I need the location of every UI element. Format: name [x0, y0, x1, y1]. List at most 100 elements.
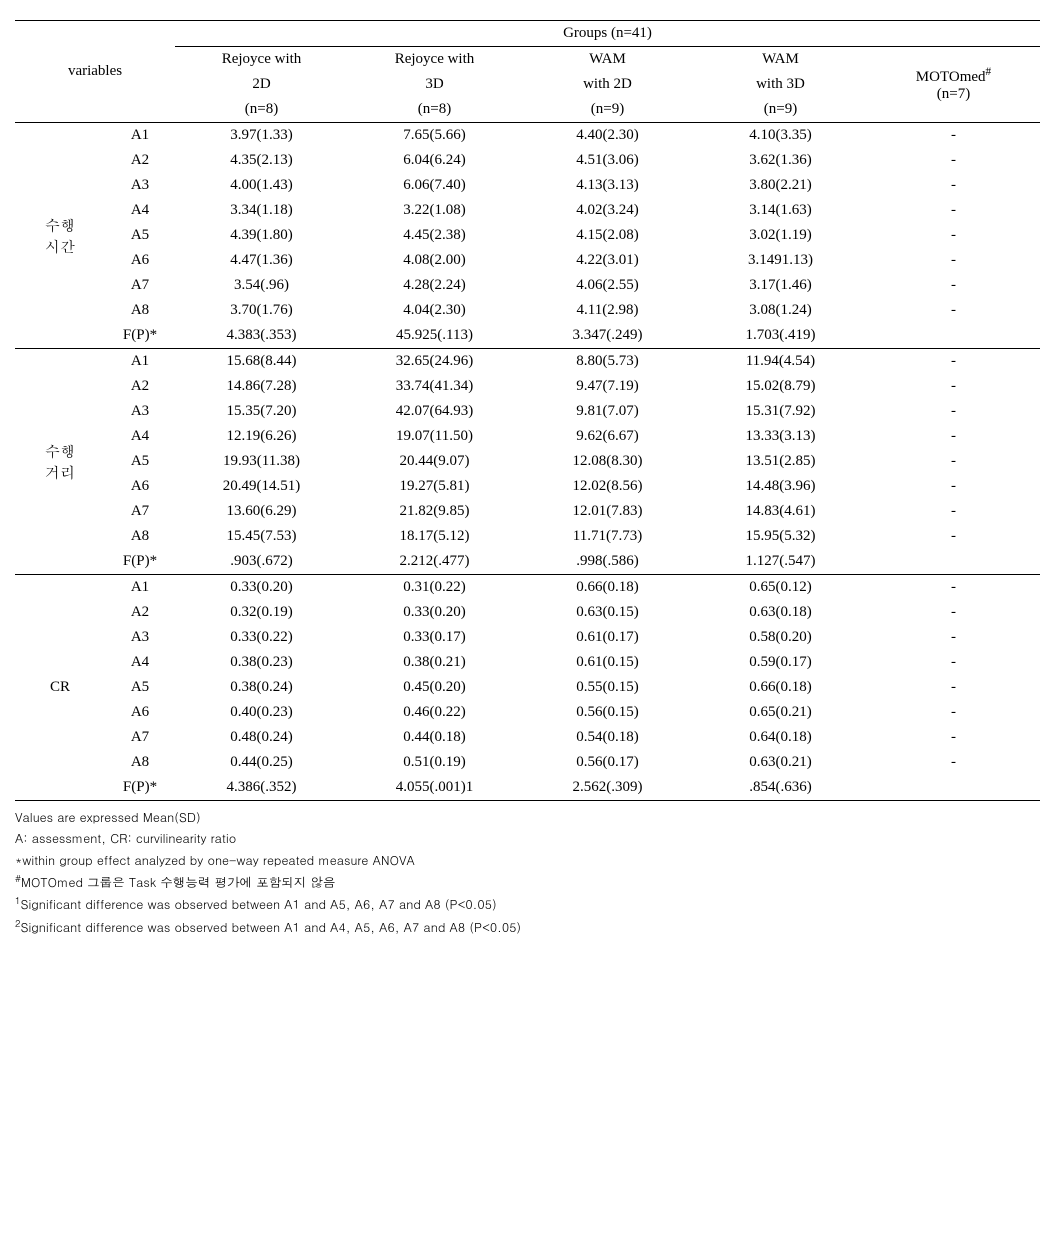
col-header: (n=8)	[348, 97, 521, 123]
data-cell: 8.80(5.73)	[521, 349, 694, 375]
assessment-label: A6	[105, 474, 175, 499]
data-cell: 3.08(1.24)	[694, 298, 867, 323]
assessment-label: A3	[105, 399, 175, 424]
assessment-label: A6	[105, 248, 175, 273]
data-cell: 4.35(2.13)	[175, 148, 348, 173]
data-cell: 3.62(1.36)	[694, 148, 867, 173]
table-row: A80.44(0.25)0.51(0.19)0.56(0.17)0.63(0.2…	[15, 750, 1040, 775]
table-row: A315.35(7.20)42.07(64.93)9.81(7.07)15.31…	[15, 399, 1040, 424]
data-cell: -	[867, 474, 1040, 499]
col-header: WAM	[694, 47, 867, 73]
data-cell: -	[867, 600, 1040, 625]
col-header: WAM	[521, 47, 694, 73]
table-row: A20.32(0.19)0.33(0.20)0.63(0.15)0.63(0.1…	[15, 600, 1040, 625]
table-row: CRA10.33(0.20)0.31(0.22)0.66(0.18)0.65(0…	[15, 575, 1040, 601]
data-cell: 0.38(0.23)	[175, 650, 348, 675]
data-cell: 14.86(7.28)	[175, 374, 348, 399]
assessment-label: A3	[105, 173, 175, 198]
data-cell: 0.33(0.17)	[348, 625, 521, 650]
data-cell: 4.06(2.55)	[521, 273, 694, 298]
assessment-label: A8	[105, 750, 175, 775]
table-row: A40.38(0.23)0.38(0.21)0.61(0.15)0.59(0.1…	[15, 650, 1040, 675]
data-cell: 6.06(7.40)	[348, 173, 521, 198]
table-row: A30.33(0.22)0.33(0.17)0.61(0.17)0.58(0.2…	[15, 625, 1040, 650]
stat-cell: .903(.672)	[175, 549, 348, 575]
data-cell: -	[867, 399, 1040, 424]
table-row: 수행거리A115.68(8.44)32.65(24.96)8.80(5.73)1…	[15, 349, 1040, 375]
data-cell: 3.34(1.18)	[175, 198, 348, 223]
stat-row: F(P)*4.386(.352)4.055(.001)12.562(.309).…	[15, 775, 1040, 801]
data-cell: 21.82(9.85)	[348, 499, 521, 524]
data-cell: 4.04(2.30)	[348, 298, 521, 323]
data-cell: 9.81(7.07)	[521, 399, 694, 424]
footnotes: Values are expressed Mean(SD)A: assessme…	[15, 807, 1040, 938]
data-cell: 3.22(1.08)	[348, 198, 521, 223]
data-cell: 4.45(2.38)	[348, 223, 521, 248]
data-cell: 13.33(3.13)	[694, 424, 867, 449]
row-category: CR	[15, 575, 105, 801]
footnote-line: #MOTOmed 그룹은 Task 수행능력 평가에 포함되지 않음	[15, 871, 1040, 893]
data-cell: 33.74(41.34)	[348, 374, 521, 399]
data-cell: 15.02(8.79)	[694, 374, 867, 399]
data-cell: -	[867, 700, 1040, 725]
data-cell: -	[867, 148, 1040, 173]
data-cell: 4.00(1.43)	[175, 173, 348, 198]
row-category: 수행거리	[15, 349, 105, 575]
data-cell: 15.45(7.53)	[175, 524, 348, 549]
data-cell: 4.40(2.30)	[521, 123, 694, 149]
data-cell: 19.93(11.38)	[175, 449, 348, 474]
col-header: with 2D	[521, 72, 694, 97]
data-cell: -	[867, 223, 1040, 248]
data-cell: 0.44(0.18)	[348, 725, 521, 750]
col-header: with 3D	[694, 72, 867, 97]
data-cell: 13.60(6.29)	[175, 499, 348, 524]
data-cell: 20.44(9.07)	[348, 449, 521, 474]
table-row: A54.39(1.80)4.45(2.38)4.15(2.08)3.02(1.1…	[15, 223, 1040, 248]
data-cell: 19.27(5.81)	[348, 474, 521, 499]
data-cell: 3.1491.13)	[694, 248, 867, 273]
data-cell: 6.04(6.24)	[348, 148, 521, 173]
table-row: A24.35(2.13)6.04(6.24)4.51(3.06)3.62(1.3…	[15, 148, 1040, 173]
data-cell: 0.61(0.17)	[521, 625, 694, 650]
data-cell: 18.17(5.12)	[348, 524, 521, 549]
stat-cell: 4.055(.001)1	[348, 775, 521, 801]
data-cell: 0.48(0.24)	[175, 725, 348, 750]
table-row: A73.54(.96)4.28(2.24)4.06(2.55)3.17(1.46…	[15, 273, 1040, 298]
data-cell: -	[867, 625, 1040, 650]
data-cell: 0.38(0.24)	[175, 675, 348, 700]
data-cell: 4.13(3.13)	[521, 173, 694, 198]
assessment-label: A1	[105, 575, 175, 601]
stat-cell: .854(.636)	[694, 775, 867, 801]
data-cell: 0.65(0.21)	[694, 700, 867, 725]
table-row: A412.19(6.26)19.07(11.50)9.62(6.67)13.33…	[15, 424, 1040, 449]
stat-cell: 3.347(.249)	[521, 323, 694, 349]
data-cell: 32.65(24.96)	[348, 349, 521, 375]
data-cell: 0.56(0.15)	[521, 700, 694, 725]
data-cell: 0.45(0.20)	[348, 675, 521, 700]
data-cell: 0.63(0.15)	[521, 600, 694, 625]
data-cell: -	[867, 575, 1040, 601]
stat-cell: .998(.586)	[521, 549, 694, 575]
stat-cell: 4.383(.353)	[175, 323, 348, 349]
stat-cell	[867, 323, 1040, 349]
stat-cell: 45.925(.113)	[348, 323, 521, 349]
assessment-label: A3	[105, 625, 175, 650]
data-cell: 12.08(8.30)	[521, 449, 694, 474]
data-cell: 12.19(6.26)	[175, 424, 348, 449]
table-row: A50.38(0.24)0.45(0.20)0.55(0.15)0.66(0.1…	[15, 675, 1040, 700]
data-cell: 20.49(14.51)	[175, 474, 348, 499]
assessment-label: A5	[105, 223, 175, 248]
data-cell: 4.22(3.01)	[521, 248, 694, 273]
data-cell: -	[867, 173, 1040, 198]
table-row: A713.60(6.29)21.82(9.85)12.01(7.83)14.83…	[15, 499, 1040, 524]
footnote-line: Values are expressed Mean(SD)	[15, 807, 1040, 828]
results-table: variables Groups (n=41) Rejoyce withRejo…	[15, 20, 1040, 801]
assessment-label: A2	[105, 600, 175, 625]
data-cell: 0.54(0.18)	[521, 725, 694, 750]
stat-cell: 2.562(.309)	[521, 775, 694, 801]
data-cell: 12.01(7.83)	[521, 499, 694, 524]
data-cell: 19.07(11.50)	[348, 424, 521, 449]
data-cell: -	[867, 123, 1040, 149]
data-cell: 4.51(3.06)	[521, 148, 694, 173]
data-cell: -	[867, 374, 1040, 399]
